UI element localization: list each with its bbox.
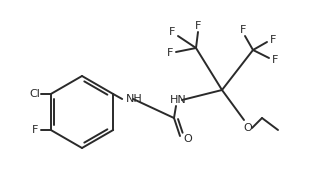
Text: F: F bbox=[195, 21, 201, 31]
Text: F: F bbox=[169, 27, 175, 37]
Text: O: O bbox=[243, 123, 252, 133]
Text: F: F bbox=[240, 25, 246, 35]
Text: O: O bbox=[184, 134, 192, 144]
Text: F: F bbox=[167, 48, 173, 58]
Text: F: F bbox=[270, 35, 276, 45]
Text: F: F bbox=[272, 55, 278, 65]
Text: NH: NH bbox=[126, 94, 143, 104]
Text: HN: HN bbox=[170, 95, 187, 105]
Text: F: F bbox=[32, 125, 38, 135]
Text: Cl: Cl bbox=[29, 89, 40, 99]
